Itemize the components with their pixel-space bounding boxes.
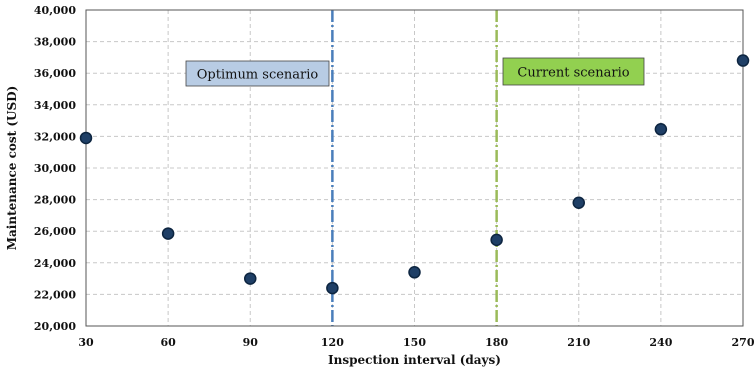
y-tick-label: 36,000: [34, 67, 76, 80]
x-tick-label: 240: [649, 336, 672, 349]
y-tick-label: 30,000: [34, 162, 76, 175]
x-tick-label: 60: [160, 336, 176, 349]
axes: [85, 9, 744, 327]
data-point: [490, 233, 503, 247]
x-tick-labels: 30 60 90 120 150 180 210 240 270: [78, 336, 754, 349]
data-points: [79, 54, 750, 295]
y-tick-label: 22,000: [34, 288, 76, 301]
y-tick-label: 20,000: [34, 320, 76, 333]
scenario-label: Current scenario: [517, 66, 629, 81]
y-tick-label: 38,000: [34, 36, 76, 49]
y-tick-label: 28,000: [34, 194, 76, 207]
y-tick-label: 24,000: [34, 257, 76, 270]
y-tick-label: 32,000: [34, 130, 76, 143]
data-point: [408, 266, 421, 279]
grid-lines: [85, 9, 744, 327]
data-point: [79, 131, 93, 145]
scenario-label-box: [185, 60, 330, 87]
x-tick-label: 30: [78, 336, 94, 349]
scenario-label: Optimum scenario: [197, 68, 319, 83]
data-point: [654, 123, 668, 136]
y-tick-labels: 20,000 22,000 24,000 26,000 28,000 30,000 32,0…: [34, 4, 76, 333]
x-tick-label: 210: [567, 336, 590, 349]
y-tick-label: 40,000: [34, 4, 76, 17]
scenario-annotations: Optimum scenario Current scenario: [185, 57, 645, 87]
x-tick-label: 120: [321, 336, 344, 349]
scenario-lines: [331, 10, 498, 326]
x-tick-label: 180: [485, 336, 508, 349]
scenario-label-box: [502, 57, 645, 86]
x-tick-label: 150: [403, 336, 426, 349]
data-point: [326, 281, 339, 295]
plot-frame: [85, 9, 744, 327]
x-tick-label: 270: [732, 336, 755, 349]
x-tick-label: 90: [243, 336, 259, 349]
y-tick-label: 26,000: [34, 225, 76, 238]
y-axis-title: Maintenance cost (USD): [5, 86, 19, 251]
data-point: [244, 272, 257, 285]
data-point: [572, 196, 585, 210]
y-tick-label: 34,000: [34, 99, 76, 112]
data-point: [736, 54, 750, 67]
data-point: [161, 227, 175, 240]
x-axis-title: Inspection interval (days): [328, 353, 501, 367]
